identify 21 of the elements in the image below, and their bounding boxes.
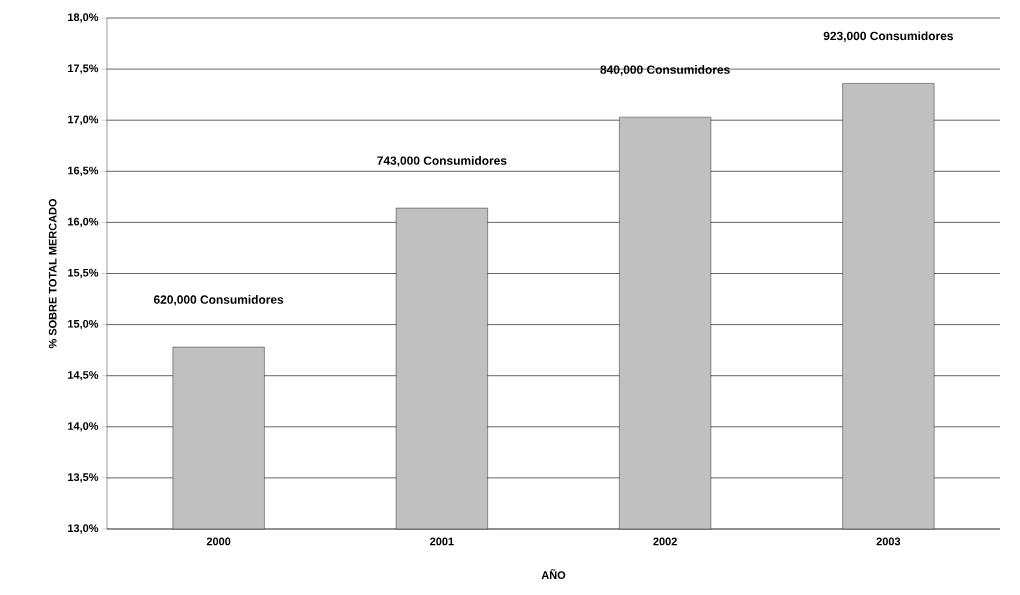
annotation: 840,000 Consumidores <box>600 65 730 76</box>
x-axis-title: AÑO <box>541 569 566 579</box>
y-tick-label: 15,5% <box>68 268 99 279</box>
x-tick-label: 2000 <box>206 537 231 546</box>
y-tick-label: 14,5% <box>68 371 99 381</box>
y-tick-label: 17,0% <box>68 115 99 125</box>
y-tick-label: 14,0% <box>68 422 99 432</box>
y-tick-label: 16,5% <box>68 166 99 176</box>
annotation: 743,000 Consumidores <box>377 156 507 167</box>
annotation: 923,000 Consumidores <box>823 31 953 42</box>
x-tick-label: 2003 <box>876 537 901 546</box>
y-tick-label: 17,5% <box>68 64 99 74</box>
y-tick-label: 16,0% <box>68 217 99 228</box>
y-axis-title: % SOBRE TOTAL MERCADO <box>48 198 57 349</box>
x-tick-label: 2001 <box>430 537 454 546</box>
y-tick-label: 13,0% <box>68 524 99 534</box>
x-tick-label: 2002 <box>653 537 677 546</box>
annotation: 620,000 Consumidores <box>153 295 284 306</box>
y-tick-label: 15,0% <box>68 319 99 330</box>
y-tick-label: 13,5% <box>68 473 99 483</box>
y-tick-label: 18,0% <box>68 13 99 23</box>
